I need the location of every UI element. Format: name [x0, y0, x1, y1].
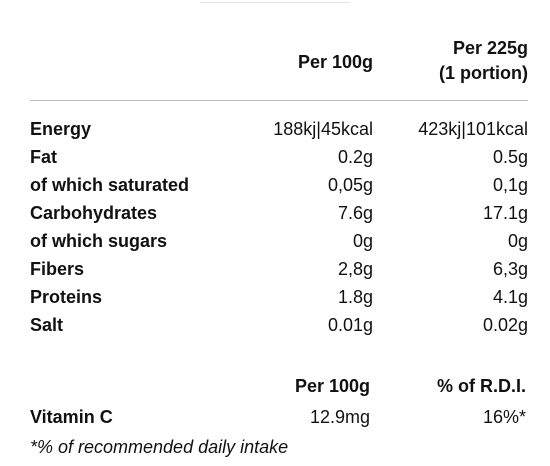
cell: 423kj|101kcal — [418, 119, 528, 139]
row-label: of which saturated — [30, 175, 190, 195]
row-label: Energy — [30, 119, 92, 139]
footnote: *% of recommended daily intake — [30, 437, 289, 457]
row-label: Carbohydrates — [30, 203, 158, 223]
cell: 17.1g — [482, 203, 528, 223]
cell: 0,1g — [492, 175, 528, 195]
row-label: Fat — [30, 147, 57, 167]
row-label: Vitamin C — [30, 407, 113, 427]
cell: 7.6g — [337, 203, 373, 223]
cell: 0g — [352, 231, 373, 251]
cell: 6,3g — [492, 259, 528, 279]
cell: 1.8g — [337, 287, 373, 307]
cell: 16%* — [482, 407, 526, 427]
cell: 2,8g — [337, 259, 373, 279]
cell: 0.5g — [492, 147, 528, 167]
cell: 0g — [507, 231, 528, 251]
cell: 0.01g — [327, 315, 373, 335]
row-label: Fibers — [30, 259, 85, 279]
row-label: Salt — [30, 315, 64, 335]
row-label: of which sugars — [30, 231, 168, 251]
column-header: % of R.D.I. — [437, 376, 526, 396]
cell: 0.02g — [482, 315, 528, 335]
column-subheader: (1 portion) — [439, 63, 528, 83]
column-header: Per 100g — [297, 52, 373, 72]
cell: 4.1g — [492, 287, 528, 307]
top-rule — [200, 2, 350, 3]
row-label: Proteins — [30, 287, 103, 307]
column-header: Per 225g — [452, 38, 528, 58]
cell: 0.2g — [337, 147, 373, 167]
cell: 12.9mg — [309, 407, 370, 427]
column-header: Per 100g — [294, 376, 370, 396]
divider — [30, 100, 528, 101]
cell: 188kj|45kcal — [273, 119, 373, 139]
cell: 0,05g — [327, 175, 373, 195]
